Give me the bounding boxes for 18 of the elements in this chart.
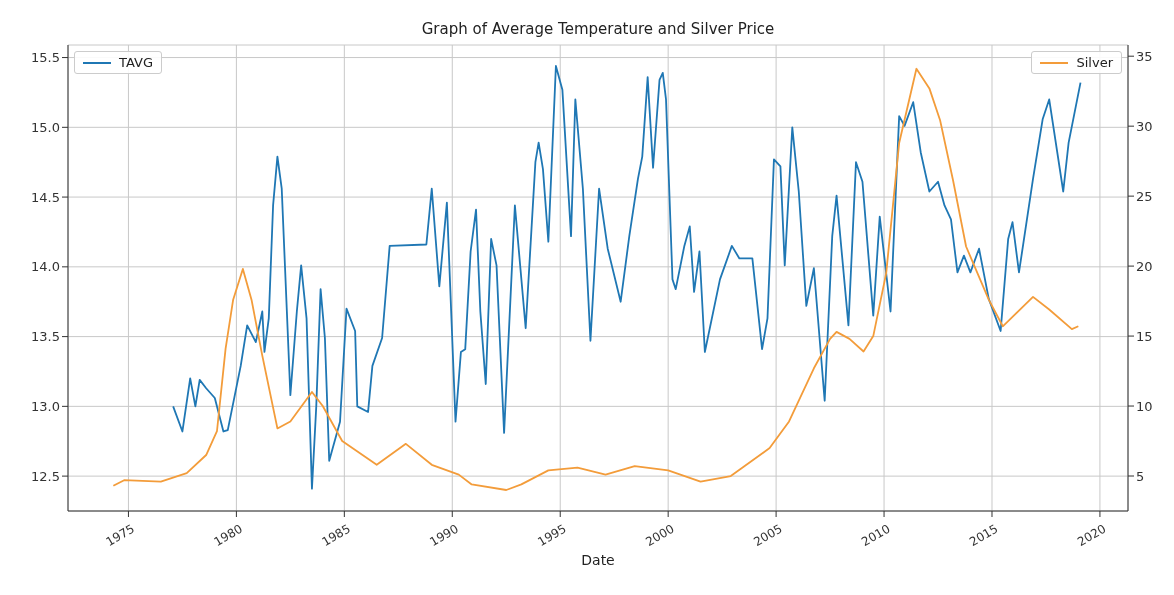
y2-tick-label: 10 (1136, 398, 1153, 414)
y-tick-label: 13.0 (31, 398, 60, 414)
legend-label: Silver (1076, 55, 1113, 70)
x-axis-title: Date (581, 552, 615, 568)
y2-tick-label: 30 (1136, 118, 1153, 134)
y2-tick-label: 20 (1136, 258, 1153, 274)
y2-tick-label: 15 (1136, 328, 1153, 344)
y-tick-label: 15.0 (31, 119, 60, 135)
y2-tick-label: 35 (1136, 48, 1153, 64)
y2-tick-label: 5 (1136, 468, 1145, 484)
y-tick-label: 12.5 (31, 468, 60, 484)
legend-label: TAVG (119, 55, 153, 70)
y-tick-label: 14.5 (31, 189, 60, 205)
y-tick-label: 14.0 (31, 259, 60, 275)
chart-title: Graph of Average Temperature and Silver Price (420, 20, 776, 38)
y-tick-label: 15.5 (31, 50, 60, 66)
y-tick-label: 13.5 (31, 329, 60, 345)
y2-tick-label: 25 (1136, 188, 1153, 204)
